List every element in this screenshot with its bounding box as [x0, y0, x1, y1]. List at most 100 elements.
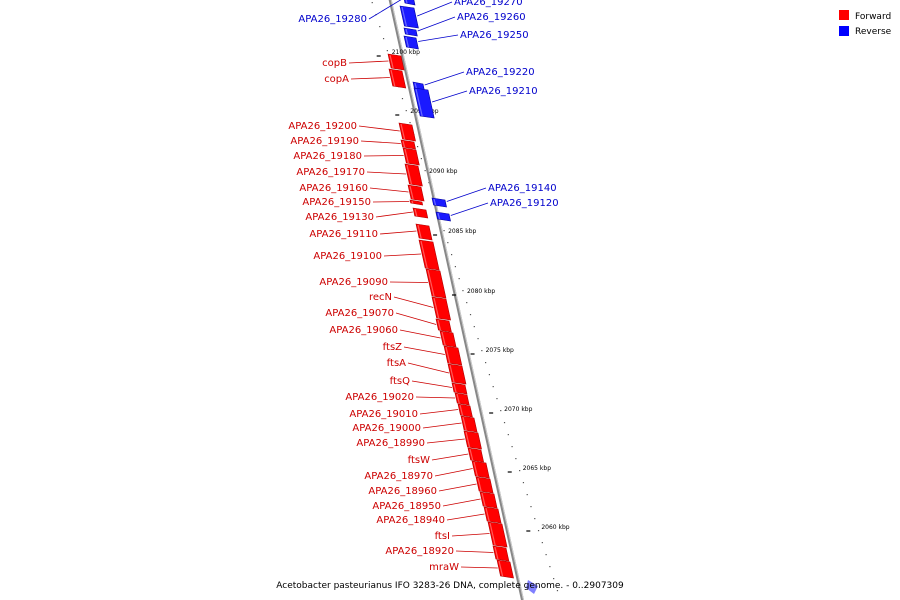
gene-label: APA26_19280 [298, 14, 367, 25]
gene-leader-line [422, 422, 462, 429]
gene-leader-line [424, 71, 465, 86]
gene-apa26-19220[interactable]: APA26_19220 [412, 67, 535, 91]
gene-apa26-19170[interactable]: APA26_19170 [296, 163, 423, 187]
gene-apa26-19090[interactable]: APA26_19090 [319, 268, 447, 299]
gene-apa26-19020[interactable]: APA26_19020 [345, 392, 470, 406]
gene-apa26-19100[interactable]: APA26_19100 [313, 239, 440, 271]
gene-label: ftsZ [383, 342, 402, 353]
gene-label: APA26_19220 [466, 67, 535, 78]
gene-apa26-19000[interactable]: APA26_19000 [352, 415, 478, 434]
gene-leader-line [411, 380, 453, 388]
gene-block [487, 521, 508, 548]
gene-block [431, 296, 452, 321]
gene-apa26-18960[interactable]: APA26_18960 [368, 476, 494, 497]
gene-leader-line [368, 0, 402, 20]
gene-label: APA26_19260 [457, 12, 526, 23]
gene-label: APA26_18920 [385, 546, 454, 557]
legend-label-reverse: Reverse [855, 27, 892, 37]
scale-tick-label: 2065 kbp [523, 465, 551, 472]
gene-apa26-19010[interactable]: APA26_19010 [349, 403, 473, 420]
gene-block [403, 35, 419, 50]
gene-leader-line [389, 281, 428, 283]
gene-apa26-19260[interactable]: APA26_19260 [403, 12, 526, 37]
gene-label: APA26_19130 [305, 212, 374, 223]
gene-ftsz[interactable]: ftsZ [383, 342, 463, 366]
gene-apa26-19130[interactable]: APA26_19130 [305, 207, 429, 223]
gene-block [403, 27, 418, 37]
gene-label: APA26_19020 [345, 392, 414, 403]
gene-leader-line [431, 90, 468, 103]
gene-label: copA [324, 74, 349, 85]
gene-apa26-18970[interactable]: APA26_18970 [364, 460, 490, 482]
gene-block [398, 122, 416, 142]
legend: Forward Reverse [839, 10, 892, 37]
gene-apa26-19180[interactable]: APA26_19180 [293, 147, 420, 166]
gene-block [409, 199, 424, 206]
gene-leader-line [417, 16, 456, 32]
gene-leader-line [450, 202, 489, 216]
gene-block [435, 211, 451, 222]
gene-copa[interactable]: copA [324, 68, 407, 89]
scale-tick-label: 2080 kbp [467, 288, 495, 295]
gene-apa26-19150[interactable]: APA26_19150 [302, 197, 424, 208]
gene-apa26-19070[interactable]: APA26_19070 [325, 308, 452, 333]
gene-apa26-19210[interactable]: APA26_19210 [413, 86, 538, 119]
gene-apa26-19120[interactable]: APA26_19120 [435, 198, 559, 222]
legend-swatch-forward [839, 10, 849, 20]
gene-apa26-18950[interactable]: APA26_18950 [372, 491, 498, 512]
gene-block [399, 5, 419, 29]
gene-block [492, 545, 510, 562]
gene-label: APA26_19120 [490, 198, 559, 209]
gene-apa26-19060[interactable]: APA26_19060 [329, 325, 457, 348]
gene-label: APA26_19060 [329, 325, 398, 336]
gene-apa26-19280[interactable]: APA26_19280 [298, 0, 416, 25]
gene-apa26-18990[interactable]: APA26_18990 [356, 430, 482, 450]
gene-block [413, 87, 435, 119]
gene-recn[interactable]: recN [369, 292, 452, 321]
gene-label: APA26_18990 [356, 438, 425, 449]
gene-ftsi[interactable]: ftsI [435, 521, 508, 548]
gene-apa26-18920[interactable]: APA26_18920 [385, 545, 510, 562]
gene-leader-line [426, 438, 465, 444]
gene-label: copB [322, 58, 347, 69]
gene-apa26-19190[interactable]: APA26_19190 [290, 136, 416, 150]
gene-apa26-19160[interactable]: APA26_19160 [299, 183, 425, 202]
gene-copb[interactable]: copB [322, 53, 405, 71]
gene-leader-line [438, 483, 477, 492]
gene-mraw[interactable]: mraW [429, 559, 514, 579]
gene-leader-line [358, 125, 400, 132]
genome-caption: Acetobacter pasteurianus IFO 3283-26 DNA… [276, 581, 624, 591]
gene-leader-line [451, 533, 490, 537]
gene-label: APA26_19000 [352, 423, 421, 434]
gene-label: APA26_19190 [290, 136, 359, 147]
gene-leader-line [395, 312, 437, 325]
gene-block [471, 460, 490, 479]
gene-label: APA26_18960 [368, 486, 437, 497]
gene-label: APA26_19210 [469, 86, 538, 97]
gene-apa26-19140[interactable]: APA26_19140 [431, 183, 557, 208]
gene-block [431, 197, 447, 208]
gene-leader-line [360, 140, 401, 144]
gene-label: APA26_19010 [349, 409, 418, 420]
gene-apa26-19200[interactable]: APA26_19200 [288, 121, 416, 142]
gene-apa26-19250[interactable]: APA26_19250 [403, 30, 529, 50]
gene-label: APA26_19140 [488, 183, 557, 194]
legend-swatch-reverse [839, 26, 849, 36]
gene-ftsa[interactable]: ftsA [387, 358, 467, 385]
gene-block [407, 184, 425, 202]
gene-leader-line [434, 468, 473, 477]
gene-apa26-19110[interactable]: APA26_19110 [309, 223, 433, 241]
gene-apa26-18940[interactable]: APA26_18940 [376, 506, 502, 526]
gene-block [412, 207, 429, 219]
gene-leader-line [455, 550, 494, 553]
gene-apa26-19270[interactable]: APA26_19270 [399, 0, 523, 29]
gene-block [387, 53, 405, 71]
gene-block [457, 403, 473, 418]
gene-features: APA26_19280 APA26_19270 APA26_19260 APA26_1… [288, 0, 559, 594]
gene-leader-line [460, 566, 498, 569]
gene-ftsw[interactable]: ftsW [408, 447, 485, 466]
gene-label: APA26_18950 [372, 501, 441, 512]
gene-block [460, 415, 478, 433]
gene-ftsq[interactable]: ftsQ [390, 376, 468, 395]
gene-label: APA26_19200 [288, 121, 357, 132]
